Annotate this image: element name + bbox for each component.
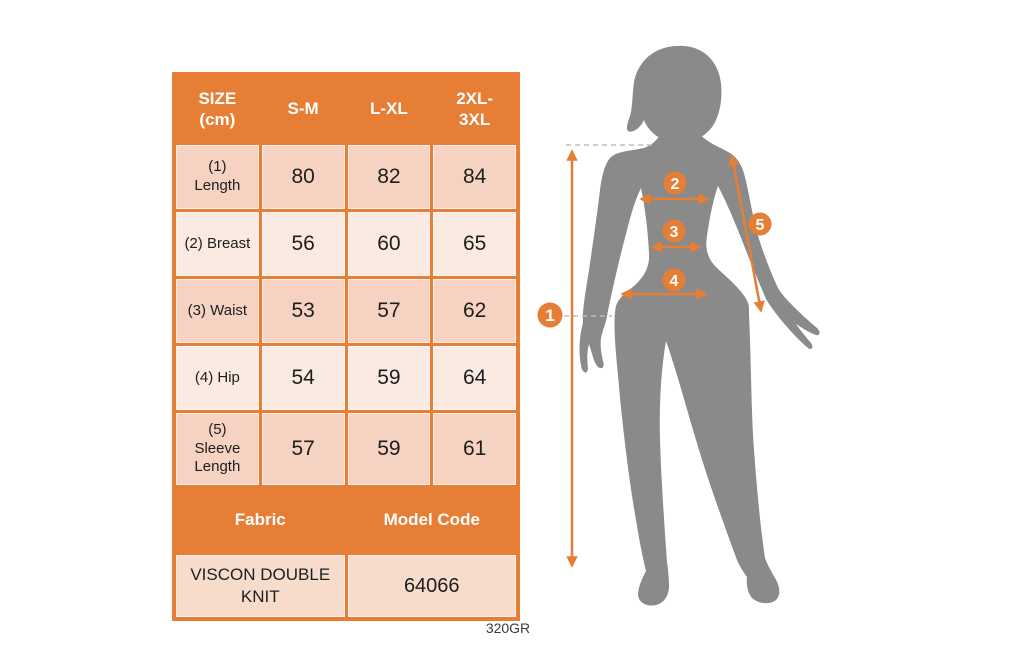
weight-caption: 320GR — [485, 620, 531, 636]
row-label-length: (1) Length — [176, 145, 259, 209]
column-header-lxl: L-XL — [347, 76, 431, 142]
fabric-header-cell: Fabric — [176, 488, 345, 552]
column-header-size: SIZE (cm) — [176, 76, 259, 142]
size-value-cell: 59 — [347, 413, 431, 485]
marker-circle-5 — [748, 212, 772, 236]
row-label-hip: (4) Hip — [176, 346, 259, 410]
marker-2-breast: 2 — [663, 171, 687, 195]
size-value-cell: 60 — [347, 212, 431, 276]
fabric-value-cell: VISCON DOUBLE KNIT — [176, 555, 345, 617]
size-chart-table: SIZE (cm) S-M L-XL 2XL- 3XL (1) Length 8… — [172, 72, 520, 621]
marker-number-2: 2 — [671, 176, 680, 193]
table-info-value-row: VISCON DOUBLE KNIT 64066 — [176, 555, 516, 617]
woman-silhouette-graphic — [579, 45, 820, 606]
measurement-arrows — [566, 149, 765, 568]
size-value-cell: 64 — [433, 346, 516, 410]
column-header-2xl3xl: 2XL- 3XL — [433, 76, 516, 142]
marker-number-4: 4 — [670, 273, 679, 290]
size-value-cell: 82 — [347, 145, 431, 209]
marker-5-sleeve: 5 — [748, 212, 772, 236]
body-measurement-diagram: 1 2 3 4 5 — [537, 45, 820, 606]
table-row-sleeve-length: (5) Sleeve Length 57 59 61 — [176, 413, 516, 485]
size-value-cell: 59 — [347, 346, 431, 410]
marker-circle-4 — [662, 268, 686, 292]
marker-number-5: 5 — [756, 217, 765, 234]
marker-4-hip: 4 — [662, 268, 686, 292]
marker-1-length: 1 — [537, 302, 563, 328]
size-value-cell: 54 — [261, 346, 345, 410]
table-row-breast: (2) Breast 56 60 65 — [176, 212, 516, 276]
marker-circle-1 — [537, 302, 563, 328]
model-code-value-cell: 64066 — [347, 555, 516, 617]
row-label-waist: (3) Waist — [176, 279, 259, 343]
size-value-cell: 80 — [261, 145, 345, 209]
marker-circle-2 — [663, 171, 687, 195]
size-value-cell: 57 — [261, 413, 345, 485]
model-code-header-cell: Model Code — [347, 488, 516, 552]
marker-circle-3 — [662, 219, 686, 243]
size-value-cell: 56 — [261, 212, 345, 276]
size-value-cell: 61 — [433, 413, 516, 485]
size-value-cell: 62 — [433, 279, 516, 343]
silhouette-head — [626, 45, 722, 143]
table-row-hip: (4) Hip 54 59 64 — [176, 346, 516, 410]
column-header-sm: S-M — [261, 76, 345, 142]
size-value-cell: 84 — [433, 145, 516, 209]
measurement-markers: 1 2 3 4 5 — [537, 171, 772, 328]
size-value-cell: 65 — [433, 212, 516, 276]
table-info-header-row: Fabric Model Code — [176, 488, 516, 552]
sleeve-arrow — [728, 154, 765, 313]
row-label-breast: (2) Breast — [176, 212, 259, 276]
table-row-waist: (3) Waist 53 57 62 — [176, 279, 516, 343]
size-value-cell: 53 — [261, 279, 345, 343]
table-header-row: SIZE (cm) S-M L-XL 2XL- 3XL — [176, 76, 516, 142]
row-label-sleeve-length: (5) Sleeve Length — [176, 413, 259, 485]
table-row-length: (1) Length 80 82 84 — [176, 145, 516, 209]
size-value-cell: 57 — [347, 279, 431, 343]
marker-3-waist: 3 — [662, 219, 686, 243]
marker-number-3: 3 — [670, 224, 679, 241]
marker-number-1: 1 — [545, 306, 554, 325]
